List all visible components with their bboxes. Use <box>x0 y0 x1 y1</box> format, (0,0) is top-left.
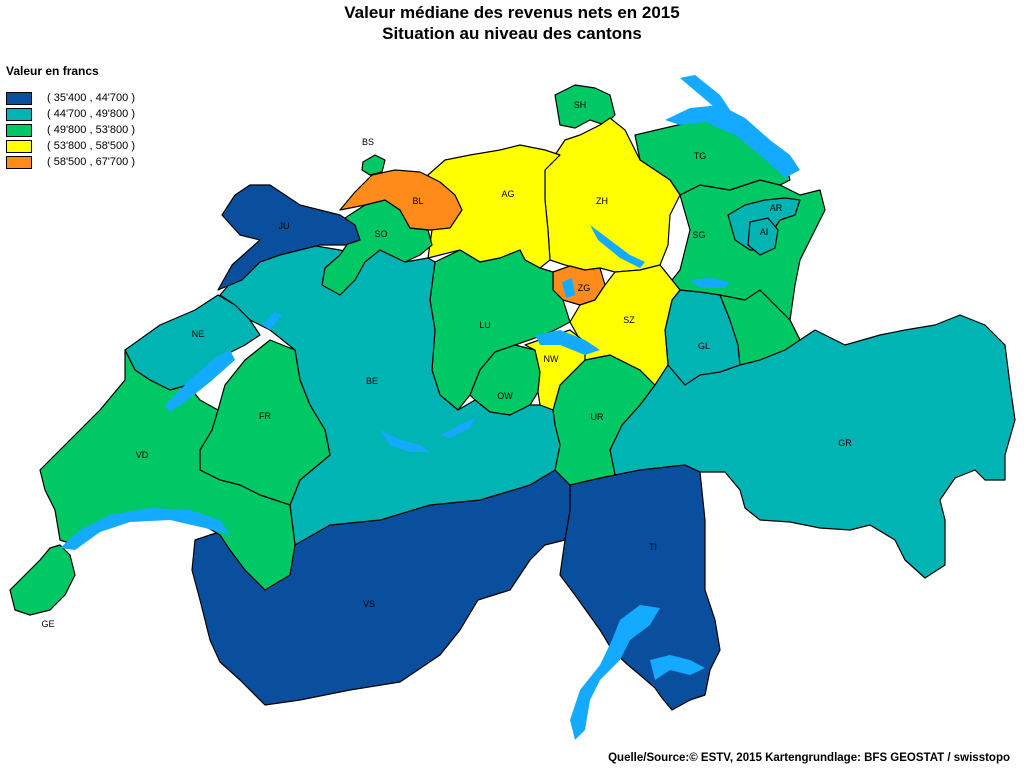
lake-biel <box>262 312 282 330</box>
canton-JU[interactable] <box>217 184 361 291</box>
legend-swatch <box>6 139 32 153</box>
lake-lugano <box>650 655 705 680</box>
canton-ZH[interactable] <box>544 117 681 273</box>
canton-OW[interactable] <box>469 344 541 416</box>
label-VS: VS <box>363 599 375 609</box>
canton-AI[interactable] <box>747 217 779 256</box>
label-UR: UR <box>591 412 604 422</box>
label-AG: AG <box>501 189 514 199</box>
title-line-1: Valeur médiane des revenus nets en 2015 <box>344 3 680 22</box>
lake-zurich <box>590 225 645 268</box>
title-line-2: Situation au niveau des cantons <box>382 24 642 43</box>
label-BE: BE <box>366 376 378 386</box>
lake-lucerne <box>535 330 600 355</box>
canton-GE[interactable] <box>9 544 76 616</box>
legend-item: ( 35'400 , 44'700 ) <box>6 90 135 106</box>
label-NE: NE <box>192 329 205 339</box>
label-NW: NW <box>544 354 559 364</box>
rhine-lake-top <box>680 75 730 112</box>
label-LU: LU <box>479 320 491 330</box>
lake-thun <box>380 430 430 452</box>
label-TI: TI <box>649 542 657 552</box>
canton-BL[interactable] <box>339 169 463 231</box>
legend-swatch <box>6 107 32 121</box>
lakes <box>60 75 800 740</box>
legend-label: ( 49'800 , 53'800 ) <box>47 124 135 136</box>
lake-maggiore <box>570 605 660 740</box>
source-credit: Quelle/Source:© ESTV, 2015 Kartengrundla… <box>608 752 1010 764</box>
legend-label: ( 44'700 , 49'800 ) <box>47 108 135 120</box>
legend-item: ( 53'800 , 58'500 ) <box>6 138 135 154</box>
label-AI: AI <box>760 227 769 237</box>
legend-label: ( 35'400 , 44'700 ) <box>47 92 135 104</box>
lake-neuchatel <box>165 350 235 412</box>
label-GE: GE <box>41 619 54 629</box>
label-FR: FR <box>259 411 271 421</box>
label-OW: OW <box>497 391 513 401</box>
lake-constance <box>665 105 800 178</box>
legend-swatch <box>6 155 32 169</box>
label-SO: SO <box>374 229 387 239</box>
canton-BS[interactable] <box>361 154 386 176</box>
label-GL: GL <box>698 341 710 351</box>
canton-TI[interactable] <box>559 464 721 711</box>
label-VD: VD <box>136 450 149 460</box>
legend-item: ( 49'800 , 53'800 ) <box>6 122 135 138</box>
legend-item: ( 58'500 , 67'700 ) <box>6 154 135 170</box>
label-SG: SG <box>692 230 705 240</box>
label-TG: TG <box>694 151 707 161</box>
canton-labels: GE VD VS NE JU FR BE SO BS BL AG LU OW N… <box>41 100 852 629</box>
legend-title: Valeur en francs <box>6 64 99 78</box>
lake-zug <box>562 278 575 298</box>
label-BL: BL <box>412 196 423 206</box>
label-SH: SH <box>574 100 587 110</box>
legend: Valeur en francs ( 35'400 , 44'700 ) ( 4… <box>6 64 135 170</box>
label-BS: BS <box>362 137 374 147</box>
label-GR: GR <box>838 438 852 448</box>
lake-geneva <box>60 508 230 550</box>
lake-brienz <box>440 418 475 438</box>
legend-label: ( 53'800 , 58'500 ) <box>47 140 135 152</box>
legend-swatch <box>6 91 32 105</box>
label-AR: AR <box>770 203 783 213</box>
legend-label: ( 58'500 , 67'700 ) <box>47 156 135 168</box>
legend-swatch <box>6 123 32 137</box>
lake-walen <box>690 278 730 288</box>
canton-NW[interactable] <box>524 329 586 411</box>
map-title: Valeur médiane des revenus nets en 2015 … <box>0 2 1024 44</box>
label-JU: JU <box>279 221 290 231</box>
label-SZ: SZ <box>623 315 635 325</box>
label-ZG: ZG <box>578 283 591 293</box>
label-ZH: ZH <box>596 196 608 206</box>
legend-item: ( 44'700 , 49'800 ) <box>6 106 135 122</box>
